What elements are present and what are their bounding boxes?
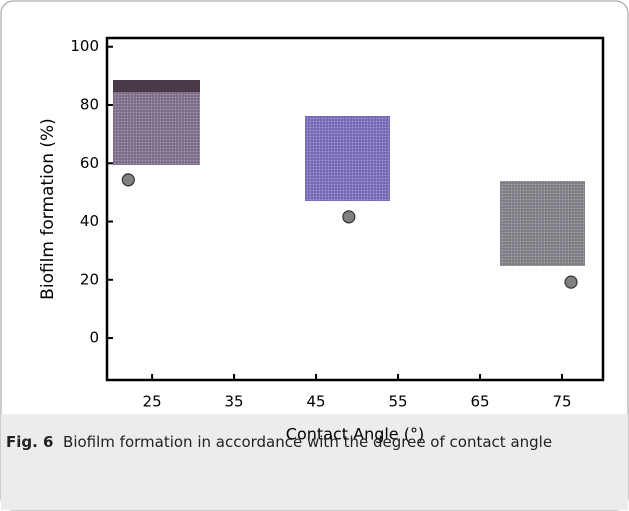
y-tick-label: 0 xyxy=(89,329,99,347)
x-tick-label: 75 xyxy=(552,393,571,411)
point xyxy=(121,173,135,187)
caption-label: Fig. 6 xyxy=(6,433,54,451)
y-axis-label: Biofilm formation (%) xyxy=(38,118,58,300)
y-tick-label: 20 xyxy=(80,270,99,288)
y-tick-label: 100 xyxy=(70,37,99,55)
y-tick-label: 40 xyxy=(80,212,99,230)
x-tick-label: 65 xyxy=(470,393,489,411)
micrographs xyxy=(113,80,585,266)
caption-text: Biofilm formation in accordance with the… xyxy=(63,433,553,451)
micrograph-texture xyxy=(305,116,390,201)
y-tick-label: 60 xyxy=(80,154,99,172)
x-tick-label: 55 xyxy=(388,393,407,411)
x-tick-label: 35 xyxy=(225,393,244,411)
x-tick-label: 25 xyxy=(143,393,162,411)
caption-bg xyxy=(1,414,628,510)
plot-frame xyxy=(105,36,605,382)
point xyxy=(342,210,356,224)
micrograph-texture xyxy=(500,181,585,266)
caption: Fig. 6 Biofilm formation in accordance w… xyxy=(6,430,606,454)
y-tick-label: 80 xyxy=(80,96,99,114)
micrograph-edge xyxy=(113,80,200,92)
point xyxy=(564,275,578,289)
x-axis-label: Contact Angle (°) xyxy=(286,425,424,444)
micrograph-texture xyxy=(113,80,200,165)
x-tick-label: 45 xyxy=(307,393,326,411)
